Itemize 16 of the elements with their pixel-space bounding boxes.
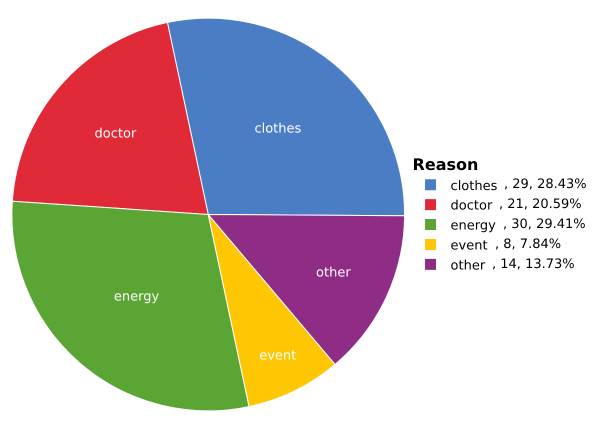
legend-label: energy xyxy=(450,218,496,234)
slice-label: energy xyxy=(114,289,160,304)
data-label: , 21, 20.59% xyxy=(499,197,582,212)
data-label: , 8, 7.84% xyxy=(495,237,562,252)
data-label: , 14, 13.73% xyxy=(492,257,575,272)
legend-title: Reason xyxy=(412,154,478,174)
data-label: , 30, 29.41% xyxy=(503,217,586,232)
data-label: , 29, 28.43% xyxy=(504,177,587,192)
slice-label: event xyxy=(259,348,296,364)
legend-label: doctor xyxy=(450,198,493,214)
slice-label: doctor xyxy=(94,126,137,142)
legend-label: event xyxy=(450,238,488,254)
legend-label: other xyxy=(450,258,486,274)
slice-label: clothes xyxy=(254,121,302,136)
legend-label: clothes xyxy=(450,178,498,194)
slice-label: other xyxy=(316,266,352,281)
